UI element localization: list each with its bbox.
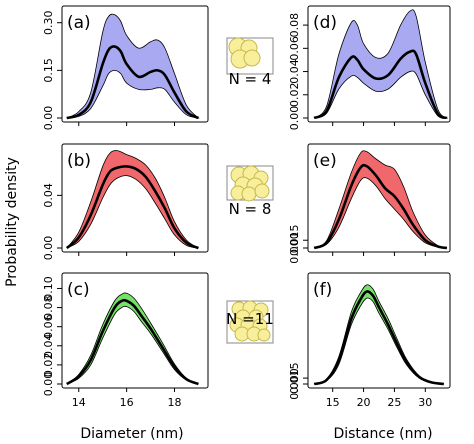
y-tick-label: 0.02 xyxy=(288,83,301,108)
panel-frame xyxy=(307,5,451,123)
panels-group: 0.000.150.30 (a)0.000.04(b)0.000.020.040.… xyxy=(42,5,451,409)
y-tick-label: 0.00 xyxy=(42,236,55,261)
panel-tag: (d) xyxy=(313,13,337,33)
mean-density-line xyxy=(313,49,448,120)
mean-density-line xyxy=(66,298,199,386)
inset-2: N = 8 xyxy=(226,165,274,218)
mean-density-line xyxy=(65,165,199,250)
cluster-8-spheres-icon xyxy=(230,165,270,202)
panel-b: 0.00 0.04 (b) xyxy=(42,143,209,261)
y-tick-label: 0.04 xyxy=(42,334,55,359)
y-tick-label: 0.04 xyxy=(42,183,55,208)
panel-tag: (b) xyxy=(67,151,91,171)
y-tick-label: 0.06 xyxy=(42,314,55,339)
cluster-11-spheres-icon xyxy=(229,300,271,342)
y-tick-label: 0.06 xyxy=(288,36,301,61)
x-axis-title-diameter: Diameter (nm) xyxy=(80,426,183,442)
panel-frame xyxy=(61,143,209,253)
x-tick-label: 20 xyxy=(357,396,371,409)
y-tick-label: 0.08 xyxy=(288,13,301,38)
panel-c: 0.000.020.040.060.080.10 14 16 18 (c) xyxy=(42,272,209,409)
y-tick-label: 0.00 xyxy=(42,372,55,397)
inset-1: N = 4 xyxy=(226,37,274,88)
cluster-size-label: N =11 xyxy=(226,310,274,328)
y-tick-label: 0.000 xyxy=(288,368,301,400)
x-axis-title-distance: Distance (nm) xyxy=(333,426,432,442)
y-tick-label: 0.00 xyxy=(288,106,301,131)
panel-frame xyxy=(307,143,451,253)
y-tick-label: 0.000 xyxy=(288,232,301,264)
cluster-4-spheres-icon xyxy=(228,37,261,69)
panel-tag: (a) xyxy=(67,13,91,33)
x-tick-label: 15 xyxy=(326,396,340,409)
inset-3: N =11 xyxy=(226,300,274,344)
panel-tag: (c) xyxy=(67,280,90,300)
panel-frame xyxy=(307,272,451,389)
y-tick-label: 0.30 xyxy=(42,10,55,35)
panel-frame xyxy=(61,272,209,389)
panel-d: 0.000.020.040.060.08 (d) xyxy=(288,5,451,131)
y-tick-label: 0.00 xyxy=(42,106,55,131)
cluster-size-label: N = 8 xyxy=(229,200,272,218)
panel-a: 0.00 0.15 0.30 (a) xyxy=(42,5,209,131)
insets-group: N = 4 N = 8 N =11 xyxy=(226,37,274,344)
x-tick-label: 14 xyxy=(72,396,86,409)
y-tick-label: 0.04 xyxy=(288,59,301,84)
mean-density-line xyxy=(313,163,448,250)
y-axis-title: Probability density xyxy=(4,157,20,287)
y-tick-label: 0.015 xyxy=(288,362,301,394)
y-tick-label: 0.015 xyxy=(288,224,301,256)
y-tick-label: 0.02 xyxy=(42,353,55,378)
y-tick-label: 0.08 xyxy=(42,295,55,320)
x-tick-label: 16 xyxy=(120,396,134,409)
mean-density-line xyxy=(66,45,200,120)
y-tick-label: 0.10 xyxy=(42,276,55,301)
panel-tag: (e) xyxy=(313,151,337,171)
x-tick-label: 30 xyxy=(418,396,432,409)
mean-density-line xyxy=(313,290,444,386)
panel-frame xyxy=(61,5,209,123)
x-tick-label: 18 xyxy=(167,396,181,409)
x-tick-label: 25 xyxy=(387,396,401,409)
y-tick-label: 0.15 xyxy=(42,58,55,83)
panel-tag: (f) xyxy=(313,280,332,300)
cluster-size-label: N = 4 xyxy=(229,70,272,88)
